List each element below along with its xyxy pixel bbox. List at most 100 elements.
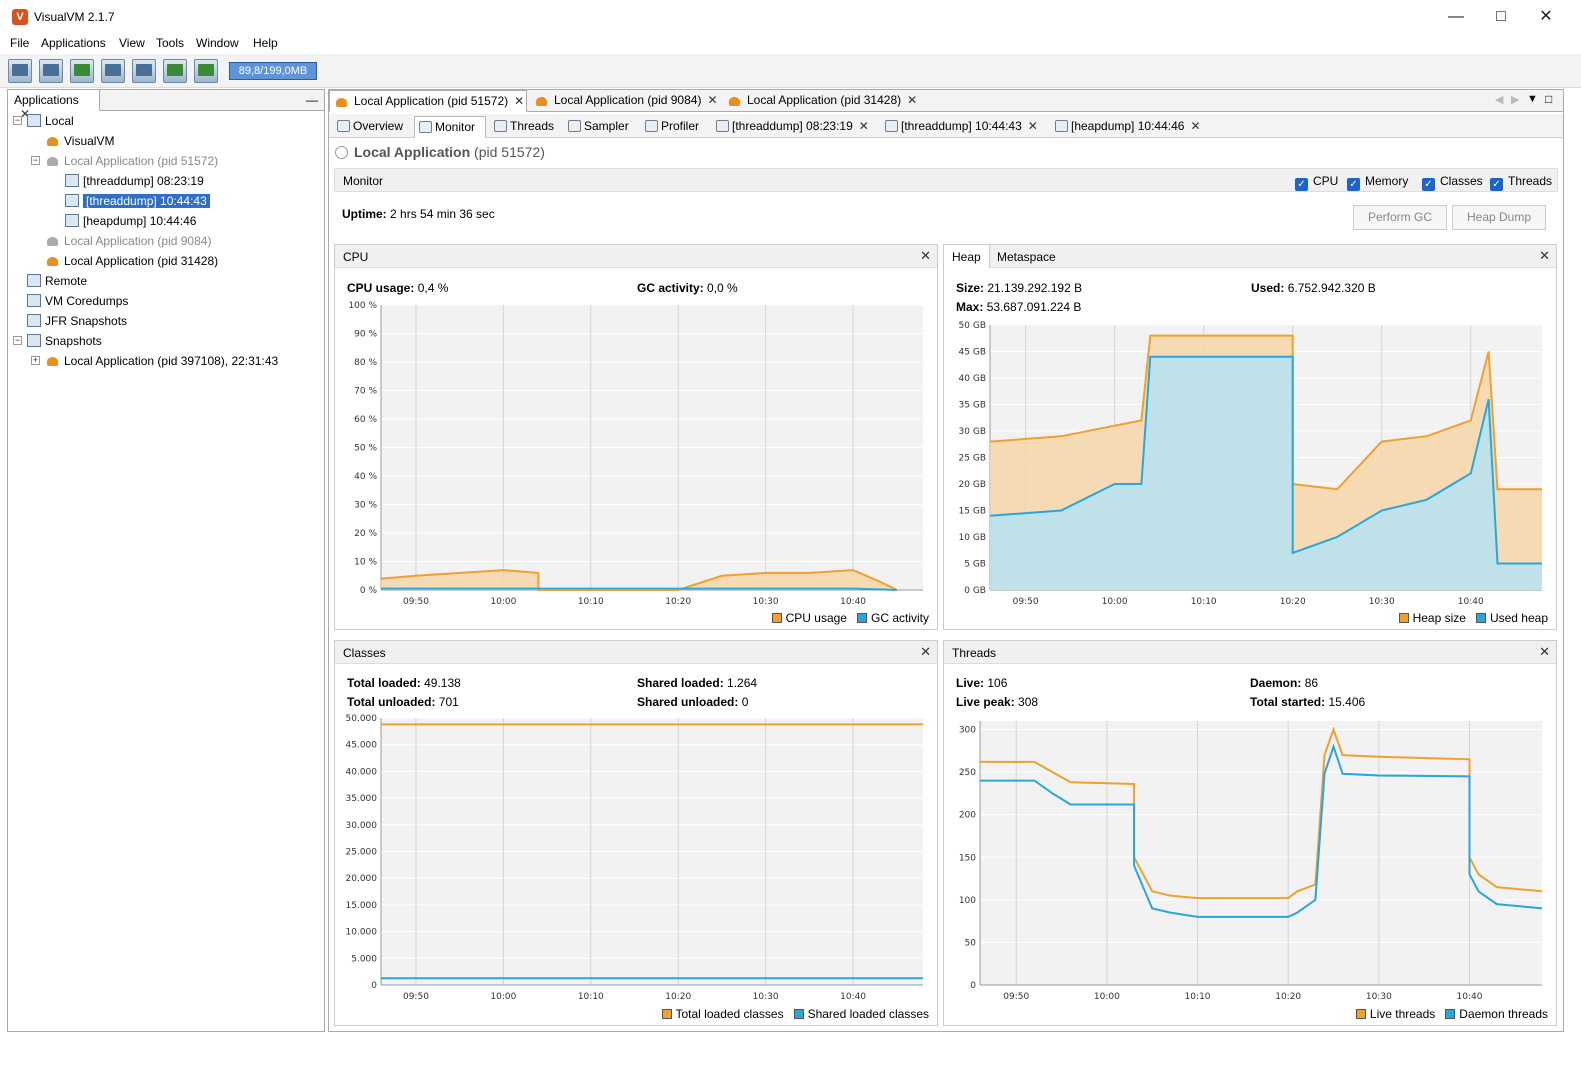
menu-file[interactable]: File: [10, 36, 30, 50]
tab-monitor[interactable]: Monitor: [414, 116, 486, 138]
y-tick-label: 100 %: [348, 301, 377, 311]
expander-local[interactable]: −: [13, 115, 22, 125]
tab-profiler[interactable]: Profiler: [641, 116, 699, 138]
close-icon[interactable]: ✕: [20, 107, 31, 121]
tree-node-jfr-snapshots[interactable]: JFR Snapshots: [27, 312, 127, 330]
java-app-icon: [46, 354, 60, 367]
heap-panel-header: Heap Metaspace ✕: [944, 245, 1556, 268]
live-peak-stat: Live peak: 308: [956, 695, 1038, 709]
expander-snapshots[interactable]: −: [13, 335, 22, 345]
checkbox-threads[interactable]: ✓ Threads: [1490, 174, 1552, 191]
classes-chart: 0 5.000 10.000 15.000 20.000 25.000 30.000 35.0…: [346, 714, 923, 1002]
close-icon[interactable]: ✕: [1539, 644, 1550, 659]
legend-swatch: [771, 613, 782, 623]
tree-node-vm-coredumps[interactable]: VM Coredumps: [27, 292, 128, 310]
close-icon[interactable]: ✕: [514, 94, 525, 108]
memory-meter[interactable]: 89,8/199,0MB: [229, 62, 317, 80]
doctab-pid-31428[interactable]: Local Application (pid 31428) ✕: [723, 90, 917, 112]
tab-heapdump-1044[interactable]: [heapdump] 10:44:46 ✕: [1051, 116, 1201, 138]
menu-applications[interactable]: Applications: [41, 36, 106, 50]
app-name: Local Application: [354, 144, 471, 160]
series-area-1: [990, 356, 1542, 590]
tree-node-heapdump-1044[interactable]: [heapdump] 10:44:46: [65, 212, 196, 230]
close-icon[interactable]: ✕: [858, 119, 869, 133]
tab-sampler[interactable]: Sampler: [564, 116, 629, 138]
tab-heap[interactable]: Heap: [944, 245, 990, 268]
tree-node-label: Local Application (pid 9084): [64, 234, 212, 248]
app-icon: V: [12, 9, 28, 25]
heap-size-stat: Size: 21.139.292.192 B: [956, 281, 1082, 295]
close-icon[interactable]: ✕: [920, 248, 931, 263]
tree-node-threaddump-0823[interactable]: [threaddump] 08:23:19: [65, 172, 204, 190]
y-tick-label: 25.000: [346, 848, 378, 858]
checkbox-memory[interactable]: ✓ Memory: [1347, 174, 1408, 191]
menu-view[interactable]: View: [119, 36, 145, 50]
x-tick-label: 10:30: [753, 992, 779, 1002]
close-icon[interactable]: ✕: [1190, 119, 1201, 133]
heap-max-stat: Max: 53.687.091.224 B: [956, 300, 1081, 314]
add-jmx-connection-icon[interactable]: [101, 59, 125, 83]
heap-dump-button[interactable]: Heap Dump: [1452, 205, 1546, 230]
close-icon[interactable]: ✕: [920, 644, 931, 659]
add-remote-host-icon[interactable]: [70, 59, 94, 83]
tree-node-local[interactable]: Local: [27, 112, 74, 130]
threads-chart: 0 50 100 150 200 250 300 09:50 10:00 10:10 10:20 10…: [959, 721, 1543, 1002]
open-file-icon[interactable]: [8, 59, 32, 83]
x-tick-label: 10:40: [1458, 597, 1484, 606]
y-tick-label: 150: [959, 853, 976, 863]
tree-node-snapshots[interactable]: Snapshots: [27, 332, 102, 350]
close-icon[interactable]: ✕: [1539, 248, 1550, 263]
stat-value: 701: [438, 695, 459, 709]
expander-snapshot-397108[interactable]: +: [31, 355, 40, 365]
tree-node-visualvm[interactable]: VisualVM: [46, 132, 114, 150]
tree-node-pid-9084[interactable]: Local Application (pid 9084): [46, 232, 211, 250]
tree-node-snapshot-397108[interactable]: Local Application (pid 397108), 22:31:43: [46, 352, 278, 370]
menu-tools[interactable]: Tools: [156, 36, 185, 50]
tree-node-pid-31428[interactable]: Local Application (pid 31428): [46, 252, 218, 270]
y-tick-label: 300: [959, 726, 976, 736]
tab-metaspace[interactable]: Metaspace: [997, 250, 1056, 264]
tab-applications[interactable]: Applications ✕: [8, 90, 100, 121]
expander-pid-51572[interactable]: −: [31, 155, 40, 165]
tab-threaddump-1044[interactable]: [threaddump] 10:44:43 ✕: [881, 116, 1038, 138]
stat-value: 1.264: [727, 676, 758, 690]
scroll-left-icon[interactable]: ◀: [1495, 94, 1504, 106]
total-unloaded-stat: Total unloaded: 701: [347, 695, 459, 709]
close-icon[interactable]: ✕: [707, 93, 718, 107]
tree-node-threaddump-1044[interactable]: [threaddump] 10:44:43: [65, 192, 210, 210]
panel-title: CPU: [343, 250, 369, 264]
load-snapshot-icon[interactable]: [132, 59, 156, 83]
perform-gc-button[interactable]: Perform GC: [1353, 205, 1447, 230]
close-icon[interactable]: ✕: [1027, 119, 1038, 133]
maximize-icon[interactable]: □: [1496, 8, 1506, 25]
doctab-pid-51572[interactable]: Local Application (pid 51572) ✕: [329, 90, 527, 112]
maximize-panel-icon[interactable]: □: [1545, 92, 1553, 106]
save-icon[interactable]: [39, 59, 63, 83]
menu-help[interactable]: Help: [253, 36, 278, 50]
cpu-usage-stat: CPU usage: 0,4 %: [347, 281, 448, 295]
close-icon[interactable]: ✕: [907, 93, 918, 107]
minimize-panel-icon[interactable]: —: [306, 93, 318, 107]
add-snapshot-icon[interactable]: [194, 59, 218, 83]
tab-overview[interactable]: Overview: [333, 116, 403, 138]
checkbox-classes[interactable]: ✓ Classes: [1422, 174, 1483, 191]
monitor-header: Monitor ✓ CPU ✓ Memory ✓ Classes ✓ Threads: [334, 168, 1558, 192]
x-tick-label: 10:20: [1275, 992, 1301, 1002]
doctab-pid-9084[interactable]: Local Application (pid 9084) ✕: [530, 90, 718, 112]
legend-swatch: [1398, 613, 1409, 623]
tab-threaddump-0823[interactable]: [threaddump] 08:23:19 ✕: [712, 116, 869, 138]
menu-window[interactable]: Window: [196, 36, 239, 50]
x-tick-label: 10:30: [1369, 597, 1395, 606]
stat-value: 15.406: [1328, 695, 1366, 709]
tab-list-icon[interactable]: ▼: [1527, 93, 1538, 105]
minimize-icon[interactable]: —: [1448, 8, 1464, 25]
y-tick-label: 10.000: [346, 928, 378, 938]
tab-threads[interactable]: Threads: [490, 116, 554, 138]
y-tick-label: 35.000: [346, 794, 378, 804]
checkbox-cpu[interactable]: ✓ CPU: [1295, 174, 1338, 191]
tree-node-remote[interactable]: Remote: [27, 272, 87, 290]
scroll-right-icon[interactable]: ▶: [1511, 94, 1520, 106]
tree-node-pid-51572[interactable]: Local Application (pid 51572): [46, 152, 218, 170]
add-coredump-icon[interactable]: [163, 59, 187, 83]
close-icon[interactable]: ✕: [1539, 8, 1553, 25]
